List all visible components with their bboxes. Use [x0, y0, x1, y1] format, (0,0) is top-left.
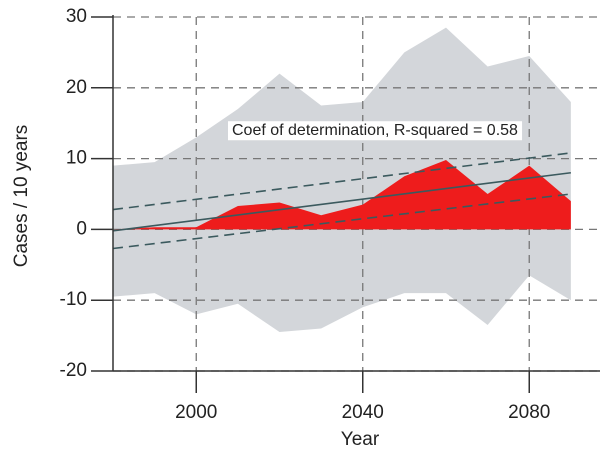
y-tick-label: 20: [66, 77, 87, 98]
y-tick-label: -10: [60, 289, 87, 310]
y-tick-label: 10: [66, 148, 87, 169]
x-tick-label: 2000: [175, 402, 217, 423]
regression-line: [112, 171, 571, 232]
x-tick-label: 2080: [508, 402, 550, 423]
x-axis-label: Year: [341, 429, 380, 450]
confidence-line: [112, 152, 571, 211]
confidence-line: [112, 193, 571, 250]
x-tick-label: 2040: [342, 402, 384, 423]
y-axis-label: Cases / 10 years: [11, 125, 32, 268]
annotation-background: [228, 121, 523, 141]
y-tick-label: 30: [66, 6, 87, 27]
uncertainty-band: [113, 27, 571, 333]
area: [113, 160, 571, 230]
y-tick-label: 0: [76, 218, 87, 239]
annotation: Coef of determination, R-squared = 0.58: [232, 122, 518, 139]
y-tick-label: -20: [60, 360, 87, 381]
